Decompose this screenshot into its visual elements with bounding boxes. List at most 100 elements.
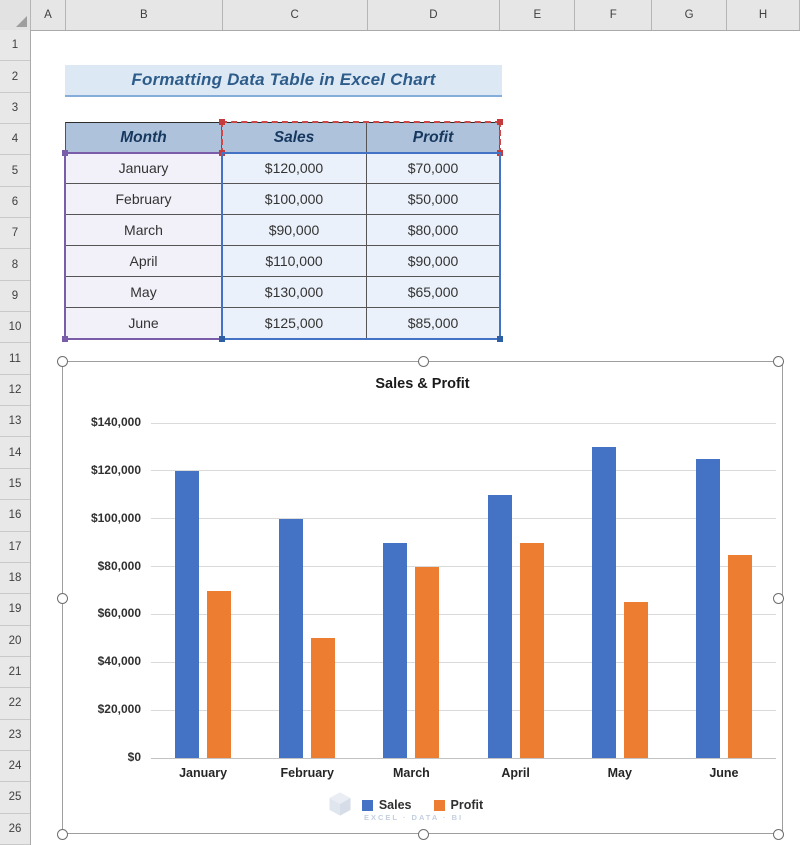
row-header-16[interactable]: 16	[0, 500, 30, 532]
chart-resize-handle[interactable]	[57, 593, 68, 604]
table-cell-month[interactable]: June	[65, 308, 222, 339]
table-cell-value[interactable]: $70,000	[367, 153, 500, 184]
table-cell-value[interactable]: $120,000	[222, 153, 367, 184]
table-cell-month[interactable]: April	[65, 246, 222, 277]
table-header-sales[interactable]: Sales	[222, 122, 367, 153]
row-header-20[interactable]: 20	[0, 626, 30, 657]
table-cell-month[interactable]: May	[65, 277, 222, 308]
table-cell-value[interactable]: $90,000	[367, 246, 500, 277]
row-header-25[interactable]: 25	[0, 782, 30, 814]
select-all-button[interactable]	[0, 0, 31, 30]
x-axis-label-january[interactable]: January	[179, 766, 228, 780]
row-header-21[interactable]: 21	[0, 657, 30, 689]
chart-resize-handle[interactable]	[418, 356, 429, 367]
table-cell-value[interactable]: $100,000	[222, 184, 367, 215]
table-cell-value[interactable]: $110,000	[222, 246, 367, 277]
table-cell-value[interactable]: $65,000	[367, 277, 500, 308]
chart-object[interactable]: Sales & Profit EXCEL · DATA · BI Sales Pr…	[57, 356, 784, 840]
column-header-H[interactable]: H	[727, 0, 800, 30]
table-cell-value[interactable]: $90,000	[222, 215, 367, 246]
legend-item-sales[interactable]: Sales	[361, 798, 412, 812]
row-header-26[interactable]: 26	[0, 814, 30, 845]
row-header-7[interactable]: 7	[0, 218, 30, 250]
chart-resize-handle[interactable]	[57, 829, 68, 840]
legend-label: Profit	[450, 798, 484, 812]
column-header-E[interactable]: E	[500, 0, 576, 30]
bar-profit-april[interactable]	[519, 542, 544, 758]
row-header-1[interactable]: 1	[0, 30, 30, 62]
chart-resize-handle[interactable]	[773, 829, 784, 840]
table-cell-month[interactable]: February	[65, 184, 222, 215]
row-header-23[interactable]: 23	[0, 720, 30, 751]
row-header-17[interactable]: 17	[0, 532, 30, 563]
column-header-G[interactable]: G	[652, 0, 728, 30]
chart-plot-area[interactable]	[151, 422, 776, 759]
y-axis-tick-label[interactable]: $140,000	[90, 415, 141, 429]
legend-item-profit[interactable]: Profit	[433, 798, 484, 812]
row-header-5[interactable]: 5	[0, 155, 30, 187]
row-header-3[interactable]: 3	[0, 93, 30, 125]
row-header-14[interactable]: 14	[0, 437, 30, 469]
row-header-6[interactable]: 6	[0, 187, 30, 219]
row-header-8[interactable]: 8	[0, 249, 30, 281]
x-axis-label-february[interactable]: February	[280, 766, 335, 780]
row-header-19[interactable]: 19	[0, 594, 30, 626]
chart-resize-handle[interactable]	[773, 593, 784, 604]
table-header-month[interactable]: Month	[65, 122, 222, 153]
table-cell-value[interactable]: $80,000	[367, 215, 500, 246]
bar-profit-january[interactable]	[207, 590, 232, 758]
y-gridline	[151, 518, 776, 520]
table-cell-value[interactable]: $85,000	[367, 308, 500, 339]
column-header-A[interactable]: A	[31, 0, 66, 30]
chart-title[interactable]: Sales & Profit	[375, 376, 470, 392]
x-axis-label-march[interactable]: March	[392, 766, 430, 780]
y-axis-tick-label[interactable]: $120,000	[90, 462, 141, 477]
select-all-triangle-icon	[15, 16, 27, 27]
y-axis-tick-label[interactable]: $40,000	[97, 654, 141, 669]
row-header-13[interactable]: 13	[0, 406, 30, 438]
table-cell-value[interactable]: $50,000	[367, 184, 500, 215]
bar-sales-april[interactable]	[487, 494, 512, 758]
y-axis-tick-label[interactable]: $20,000	[97, 702, 141, 717]
row-header-11[interactable]: 11	[0, 343, 30, 375]
chart-resize-handle[interactable]	[418, 829, 429, 840]
y-axis-tick-label[interactable]: $60,000	[97, 606, 141, 621]
y-axis-tick-label[interactable]: $80,000	[97, 558, 141, 573]
bar-sales-may[interactable]	[591, 446, 616, 758]
row-header-12[interactable]: 12	[0, 375, 30, 407]
bar-profit-february[interactable]	[311, 638, 336, 758]
x-axis-label-may[interactable]: May	[607, 766, 632, 780]
table-cell-value[interactable]: $130,000	[222, 277, 367, 308]
bar-sales-february[interactable]	[279, 518, 304, 758]
table-header-profit[interactable]: Profit	[367, 122, 500, 153]
column-header-C[interactable]: C	[223, 0, 368, 30]
sheet-title-banner[interactable]: Formatting Data Table in Excel Chart	[65, 65, 502, 97]
x-axis-label-june[interactable]: June	[709, 766, 739, 780]
row-header-24[interactable]: 24	[0, 751, 30, 783]
bar-sales-march[interactable]	[383, 542, 408, 758]
row-header-10[interactable]: 10	[0, 312, 30, 344]
column-header-B[interactable]: B	[66, 0, 223, 30]
x-axis-label-april[interactable]: April	[501, 766, 530, 780]
bar-sales-june[interactable]	[695, 458, 720, 758]
column-header-F[interactable]: F	[575, 0, 653, 30]
bar-sales-january[interactable]	[175, 470, 200, 758]
table-cell-month[interactable]: March	[65, 215, 222, 246]
row-header-22[interactable]: 22	[0, 688, 30, 720]
table-cell-month[interactable]: January	[65, 153, 222, 184]
chart-resize-handle[interactable]	[57, 356, 68, 367]
row-header-4[interactable]: 4	[0, 124, 30, 156]
table-cell-value[interactable]: $125,000	[222, 308, 367, 339]
row-header-15[interactable]: 15	[0, 469, 30, 501]
y-axis-tick-label[interactable]: $0	[127, 750, 141, 764]
bar-profit-may[interactable]	[623, 602, 648, 758]
chart-legend[interactable]: Sales Profit	[63, 798, 782, 812]
row-header-9[interactable]: 9	[0, 281, 30, 313]
chart-resize-handle[interactable]	[773, 356, 784, 367]
bar-profit-march[interactable]	[415, 566, 440, 758]
bar-profit-june[interactable]	[727, 554, 752, 758]
column-header-D[interactable]: D	[368, 0, 501, 30]
row-header-2[interactable]: 2	[0, 61, 30, 93]
y-axis-tick-label[interactable]: $100,000	[90, 510, 141, 525]
row-header-18[interactable]: 18	[0, 563, 30, 595]
